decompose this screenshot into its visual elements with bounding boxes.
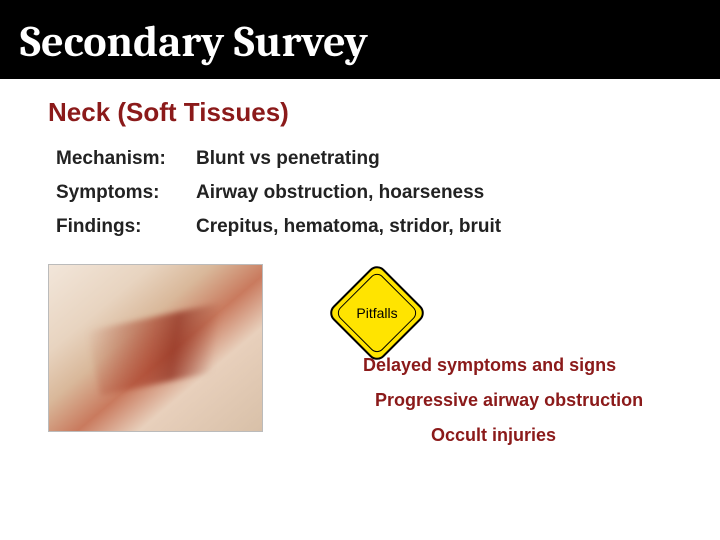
slide-subtitle: Neck (Soft Tissues) [48, 97, 672, 128]
pitfalls-sign: Pitfalls [338, 274, 416, 352]
pitfall-item: Delayed symptoms and signs [363, 348, 643, 383]
pitfalls-list: Delayed symptoms and signs Progressive a… [363, 348, 643, 453]
table-row: Findings: Crepitus, hematoma, stridor, b… [48, 210, 672, 244]
slide-content: Neck (Soft Tissues) Mechanism: Blunt vs … [0, 79, 720, 484]
slide-title-bar: Secondary Survey [0, 0, 720, 79]
pitfall-item: Occult injuries [431, 418, 643, 453]
pitfalls-sign-label: Pitfalls [338, 305, 416, 321]
pitfall-item: Progressive airway obstruction [375, 383, 643, 418]
row-label: Symptoms: [48, 176, 188, 210]
row-label: Mechanism: [48, 142, 188, 176]
row-label: Findings: [48, 210, 188, 244]
table-row: Symptoms: Airway obstruction, hoarseness [48, 176, 672, 210]
row-value: Airway obstruction, hoarseness [188, 176, 672, 210]
lower-region: Pitfalls Delayed symptoms and signs Prog… [48, 264, 672, 484]
clinical-photo [48, 264, 263, 432]
table-row: Mechanism: Blunt vs penetrating [48, 142, 672, 176]
slide-title: Secondary Survey [20, 16, 368, 67]
info-table: Mechanism: Blunt vs penetrating Symptoms… [48, 142, 672, 244]
row-value: Crepitus, hematoma, stridor, bruit [188, 210, 672, 244]
row-value: Blunt vs penetrating [188, 142, 672, 176]
